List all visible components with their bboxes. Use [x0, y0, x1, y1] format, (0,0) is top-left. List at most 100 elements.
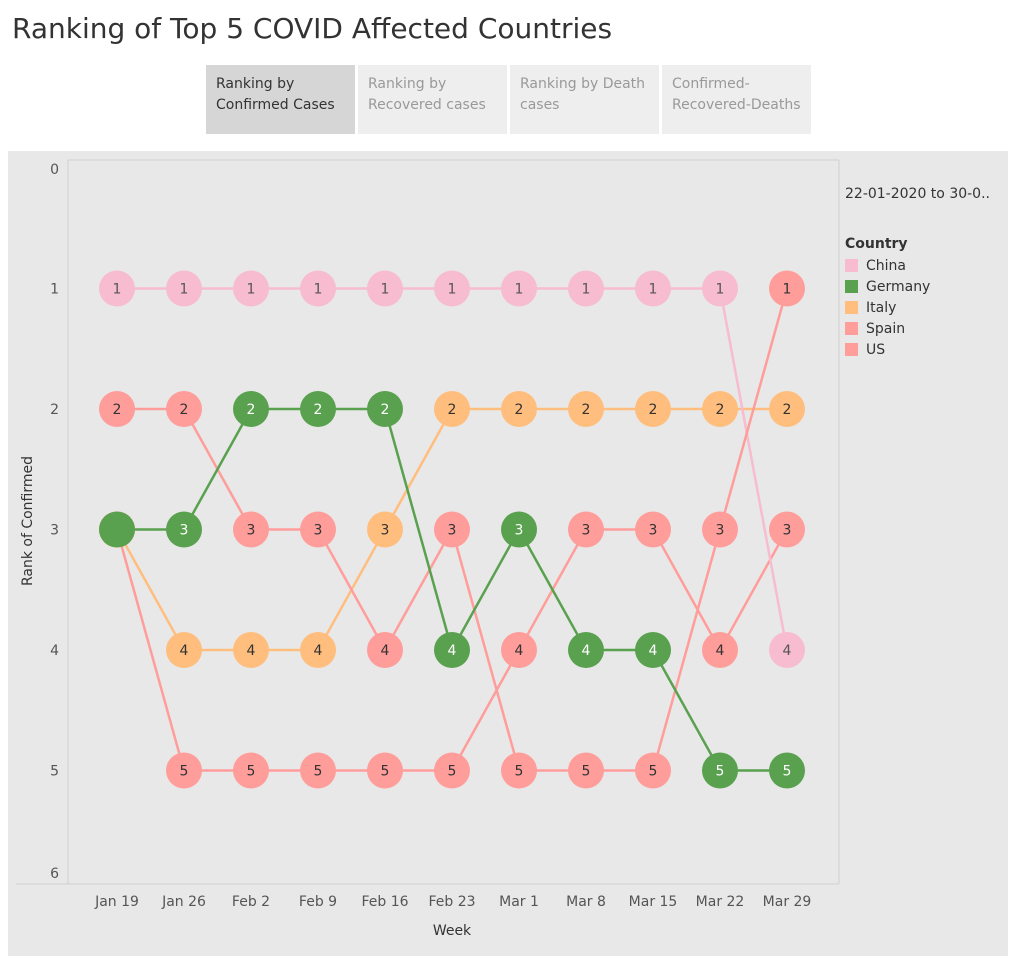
data-label-us: 2 — [113, 402, 122, 418]
legend-swatch — [845, 301, 858, 314]
data-point-germany — [300, 391, 336, 427]
tab-ranking-confirmed[interactable]: Ranking by Confirmed Cases — [206, 65, 355, 134]
data-point-china — [635, 270, 671, 307]
legend-item-china[interactable]: China — [845, 255, 990, 276]
legend-item-us[interactable]: US — [845, 339, 990, 360]
x-tick-label: Mar 29 — [763, 894, 812, 910]
data-label-spain: 3 — [649, 523, 658, 539]
data-point-china — [501, 270, 537, 307]
y-tick-label: 1 — [50, 282, 59, 298]
x-tick-label: Feb 16 — [361, 894, 408, 910]
data-label-spain: 3 — [783, 523, 792, 539]
legend: 22-01-2020 to 30-0.. Country China Germa… — [845, 186, 990, 360]
data-point-us — [635, 752, 671, 789]
data-label-germany: 5 — [716, 764, 725, 780]
data-label-spain: 5 — [448, 764, 457, 780]
data-label-spain: 5 — [180, 764, 189, 780]
data-label-china: 1 — [180, 282, 189, 298]
data-point-us — [233, 511, 269, 548]
data-point-germany — [233, 391, 269, 427]
data-point-italy — [434, 391, 470, 427]
y-tick-label: 5 — [50, 764, 59, 780]
data-point-china — [99, 270, 135, 307]
data-label-us: 5 — [515, 764, 524, 780]
data-label-italy: 2 — [649, 402, 658, 418]
data-label-us: 3 — [314, 523, 323, 539]
date-range-filter[interactable]: 22-01-2020 to 30-0.. — [845, 186, 990, 202]
page-title: Ranking of Top 5 COVID Affected Countrie… — [12, 12, 613, 45]
x-tick-label: Mar 8 — [566, 894, 606, 910]
x-tick-label: Jan 26 — [161, 894, 206, 910]
x-tick-label: Feb 9 — [299, 894, 337, 910]
data-point-italy — [769, 391, 805, 427]
data-point-italy — [367, 511, 403, 548]
data-label-china: 1 — [515, 282, 524, 298]
tab-ranking-recovered[interactable]: Ranking by Recovered cases — [358, 65, 507, 134]
data-point-spain — [233, 752, 269, 789]
data-point-us — [702, 511, 738, 548]
data-point-us — [434, 511, 470, 548]
x-tick-label: Jan 19 — [94, 894, 139, 910]
data-point-us — [99, 391, 135, 427]
legend-swatch — [845, 322, 858, 335]
data-label-italy: 4 — [247, 643, 256, 659]
data-label-china: 1 — [314, 282, 323, 298]
data-point-spain — [367, 752, 403, 789]
data-label-china: 1 — [381, 282, 390, 298]
data-label-spain: 3 — [582, 523, 591, 539]
data-label-china: 4 — [783, 643, 792, 659]
x-tick-label: Mar 22 — [696, 894, 745, 910]
legend-item-germany[interactable]: Germany — [845, 276, 990, 297]
data-point-us — [300, 511, 336, 548]
data-point-spain — [635, 511, 671, 548]
tab-ranking-deaths[interactable]: Ranking by Death cases — [510, 65, 659, 134]
data-label-spain: 4 — [716, 643, 725, 659]
data-label-us: 4 — [381, 643, 390, 659]
data-point-china — [166, 270, 202, 307]
data-label-us: 3 — [448, 523, 457, 539]
legend-item-italy[interactable]: Italy — [845, 297, 990, 318]
dashboard-area: 0 1 2 3 4 5 6 Jan 19 Jan 26 Feb 2 Feb 9 Feb 16 Feb 2… — [8, 151, 1008, 956]
tab-confirmed-recovered-deaths[interactable]: Confirmed-Recovered-Deaths — [662, 65, 811, 134]
y-tick-label: 6 — [50, 866, 59, 882]
data-point-us — [501, 752, 537, 789]
legend-swatch — [845, 259, 858, 272]
data-label-china: 1 — [716, 282, 725, 298]
data-label-us: 2 — [180, 402, 189, 418]
data-point-china — [434, 270, 470, 307]
data-point-us — [769, 270, 805, 307]
x-tick-label: Feb 2 — [232, 894, 270, 910]
legend-label: Spain — [866, 320, 906, 337]
y-tick-label: 3 — [50, 523, 59, 539]
data-label-italy: 3 — [381, 523, 390, 539]
data-label-us: 5 — [649, 764, 658, 780]
data-point-germany — [568, 632, 604, 668]
data-point-italy — [233, 632, 269, 668]
data-label-germany: 2 — [381, 402, 390, 418]
data-label-china: 1 — [649, 282, 658, 298]
data-point-spain — [434, 752, 470, 789]
data-label-us: 1 — [783, 282, 792, 298]
legend-item-spain[interactable]: Spain — [845, 318, 990, 339]
y-tick-label: 4 — [50, 643, 59, 659]
legend-label: China — [866, 257, 906, 274]
data-point-germany — [434, 632, 470, 668]
data-label-italy: 2 — [582, 402, 591, 418]
data-point-italy — [166, 632, 202, 668]
data-label-italy: 2 — [515, 402, 524, 418]
x-tick-label: Mar 15 — [629, 894, 678, 910]
data-label-germany: 3 — [180, 523, 189, 539]
data-point-spain — [166, 752, 202, 789]
data-label-germany: 4 — [649, 643, 658, 659]
x-tick-label: Mar 1 — [499, 894, 539, 910]
data-label-germany: 4 — [582, 643, 591, 659]
data-point-us — [166, 391, 202, 427]
data-label-italy: 2 — [783, 402, 792, 418]
data-point-italy — [300, 632, 336, 668]
data-point-germany — [501, 511, 537, 548]
data-label-us: 3 — [247, 523, 256, 539]
y-tick-label: 0 — [50, 162, 59, 178]
data-point-china — [233, 270, 269, 307]
data-point-spain — [769, 511, 805, 548]
data-point-spain — [568, 511, 604, 548]
